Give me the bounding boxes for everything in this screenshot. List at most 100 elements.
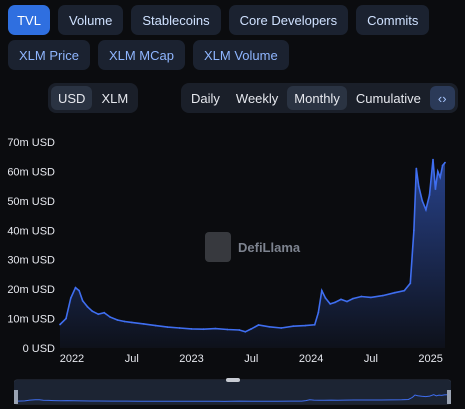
y-tick-label: 70m USD (7, 137, 55, 149)
data-point (304, 324, 306, 327)
data-point (413, 229, 415, 232)
data-point (268, 325, 271, 328)
data-point (439, 176, 442, 179)
data-point (91, 310, 94, 313)
data-point (417, 185, 420, 187)
y-tick-label: 30m USD (7, 255, 55, 267)
data-point (244, 330, 247, 333)
data-point (86, 305, 89, 308)
tab-xlm-price[interactable]: XLM Price (8, 40, 90, 70)
data-point (434, 188, 437, 190)
data-point (317, 311, 320, 314)
scrubber-top-handle (226, 378, 240, 382)
y-tick-label: 20m USD (7, 284, 55, 296)
metric-tabs: TVL Volume Stablecoins Core Developers Commi… (8, 5, 430, 35)
data-point (428, 194, 431, 196)
x-tick-label: 2025 (418, 353, 442, 365)
currency-toggle: USD XLM (48, 83, 139, 113)
data-point (425, 208, 427, 211)
data-point (214, 327, 217, 330)
period-daily[interactable]: Daily (191, 90, 220, 106)
data-point (154, 324, 157, 327)
data-point (313, 323, 316, 326)
tab-core-developers[interactable]: Core Developers (228, 5, 349, 35)
x-tick-label: Jul (364, 353, 378, 365)
data-point (334, 301, 336, 304)
data-point (166, 326, 169, 328)
scrubber-window (14, 380, 451, 404)
data-point (441, 164, 444, 167)
data-point (142, 323, 145, 325)
data-point (250, 328, 253, 330)
x-tick-label: 2023 (179, 353, 203, 365)
data-point (226, 328, 229, 331)
data-point (415, 167, 418, 170)
data-point (421, 200, 424, 202)
data-point (116, 319, 119, 321)
y-tick-label: 60m USD (7, 166, 55, 178)
y-tick-label: 50m USD (7, 196, 55, 208)
data-point (69, 297, 72, 299)
data-point (329, 303, 332, 305)
tab-commits[interactable]: Commits (356, 5, 430, 35)
data-point (178, 327, 181, 329)
data-point (238, 329, 241, 331)
watermark-logo (205, 232, 231, 262)
y-tick-label: 10m USD (7, 314, 55, 326)
period-toggle: Daily Weekly Monthly Cumulative ‹› (181, 83, 458, 113)
data-point (324, 297, 327, 299)
data-point (81, 300, 84, 302)
data-point (109, 316, 112, 318)
x-tick-label: Jul (125, 353, 139, 365)
data-point (403, 289, 406, 292)
tab-tvl[interactable]: TVL (8, 5, 50, 35)
period-weekly[interactable]: Weekly (235, 90, 279, 106)
code-icon[interactable]: ‹› (429, 86, 455, 110)
data-point (123, 320, 126, 323)
scrubber-left-handle (14, 390, 18, 404)
data-point (65, 317, 67, 320)
data-point (381, 294, 384, 297)
data-point (257, 324, 260, 326)
period-cumulative[interactable]: Cumulative (355, 90, 421, 106)
tab-xlm-volume[interactable]: XLM Volume (193, 40, 289, 70)
y-tick-label: 0 USD (23, 343, 55, 355)
data-point (360, 295, 363, 298)
tvl-chart: 0 USD 10m USD 20m USD 30m USD 40m USD 50m USD… (7, 137, 446, 365)
data-point (130, 321, 133, 324)
x-tick-label: 2024 (299, 353, 323, 365)
data-point (202, 328, 205, 331)
data-point (409, 282, 412, 285)
scrubber-minichart (17, 394, 448, 402)
currency-xlm[interactable]: XLM (101, 90, 129, 106)
data-point (59, 323, 61, 326)
data-point (444, 161, 446, 164)
data-point (320, 289, 323, 292)
data-point (190, 328, 193, 330)
y-tick-label: 40m USD (7, 225, 55, 237)
x-tick-label: 2022 (60, 353, 84, 365)
data-point (292, 325, 295, 328)
scrubber-right-handle (447, 390, 451, 404)
tab-xlm-mcap[interactable]: XLM MCap (97, 40, 185, 70)
data-point (393, 291, 396, 294)
data-point (346, 300, 348, 303)
data-point (74, 286, 77, 289)
data-point (280, 327, 283, 329)
data-point (97, 313, 100, 316)
watermark-text: DefiLlama (238, 240, 301, 255)
period-monthly[interactable]: Monthly (287, 86, 347, 110)
tab-volume[interactable]: Volume (58, 5, 124, 35)
currency-usd[interactable]: USD (51, 86, 93, 110)
data-point (340, 298, 342, 301)
data-point (78, 289, 80, 292)
data-point (432, 158, 434, 161)
time-range-scrubber[interactable] (14, 378, 451, 406)
price-tabs: XLM Price XLM MCap XLM Volume (8, 40, 289, 70)
data-point (352, 297, 354, 300)
x-tick-label: Jul (244, 353, 258, 365)
data-point (436, 170, 439, 173)
tab-stablecoins[interactable]: Stablecoins (131, 5, 221, 35)
data-point (103, 311, 106, 314)
data-point (370, 296, 372, 299)
